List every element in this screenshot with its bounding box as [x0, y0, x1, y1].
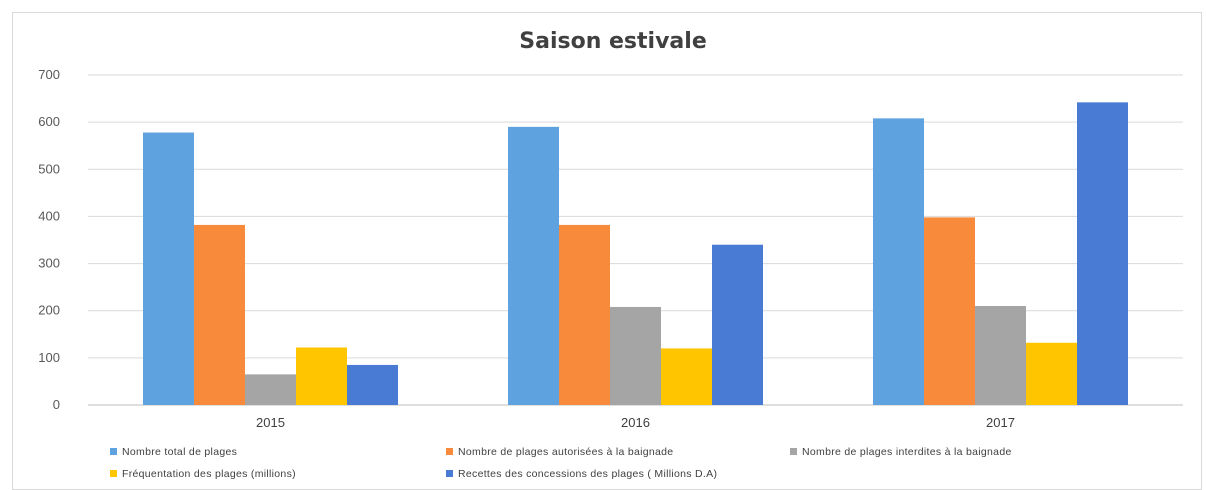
- bars: [143, 102, 1128, 405]
- legend-label: Recettes des concessions des plages ( Mi…: [458, 468, 717, 480]
- y-tick-label: 200: [38, 303, 60, 318]
- bar-2017-series-2: [924, 217, 975, 405]
- legend: Nombre total de plages Nombre de plages a…: [110, 446, 1012, 480]
- x-category-label: 2017: [986, 415, 1015, 430]
- bar-2015-series-4: [296, 347, 347, 405]
- legend-swatch: [790, 448, 797, 455]
- y-axis-ticks: 0 100 200 300 400 500 600 700: [38, 67, 60, 412]
- bar-2017-series-5: [1077, 102, 1128, 405]
- chart-title: Saison estivale: [519, 29, 706, 54]
- bar-2015-series-3: [245, 374, 296, 405]
- bar-2016-series-4: [661, 348, 712, 405]
- bar-2015-series-2: [194, 224, 245, 405]
- bar-2017-series-1: [873, 118, 924, 405]
- legend-label: Nombre de plages interdites à la baignad…: [802, 446, 1012, 458]
- y-tick-label: 700: [38, 67, 60, 82]
- x-category-label: 2015: [256, 415, 285, 430]
- legend-label: Nombre de plages autorisées à la baignad…: [458, 446, 673, 458]
- bar-2016-series-5: [712, 244, 763, 405]
- bar-2017-series-3: [975, 306, 1026, 405]
- legend-swatch: [110, 470, 117, 477]
- x-category-label: 2016: [621, 415, 650, 430]
- legend-swatch: [446, 470, 453, 477]
- y-tick-label: 500: [38, 161, 60, 176]
- legend-label: Fréquentation des plages (millions): [122, 468, 296, 480]
- y-tick-label: 100: [38, 350, 60, 365]
- bar-2016-series-1: [508, 126, 559, 405]
- legend-swatch: [446, 448, 453, 455]
- x-axis: 2015 2016 2017: [256, 415, 1015, 430]
- bar-2015-series-5: [347, 364, 398, 405]
- y-tick-label: 400: [38, 208, 60, 223]
- bar-2016-series-2: [559, 224, 610, 405]
- y-tick-label: 600: [38, 114, 60, 129]
- bar-2016-series-3: [610, 306, 661, 405]
- bar-2015-series-1: [143, 132, 194, 405]
- y-tick-label: 300: [38, 256, 60, 271]
- bar-2017-series-4: [1026, 342, 1077, 405]
- y-tick-label: 0: [53, 397, 60, 412]
- legend-swatch: [110, 448, 117, 455]
- legend-label: Nombre total de plages: [122, 446, 237, 458]
